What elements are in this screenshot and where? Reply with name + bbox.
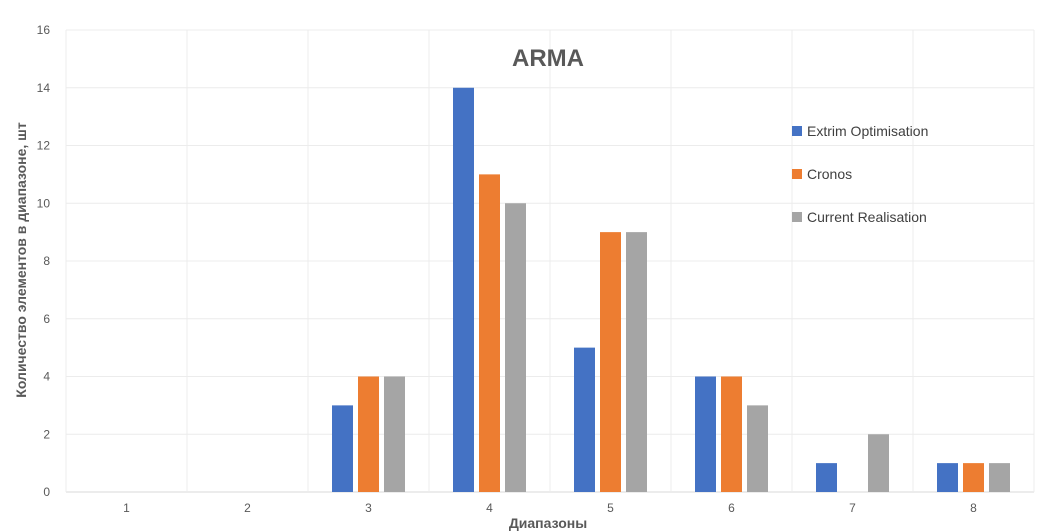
chart-title: ARMA	[512, 45, 584, 72]
bar-cronos	[479, 174, 500, 492]
bar-current-realisation	[505, 203, 526, 492]
bar-current-realisation	[747, 405, 768, 492]
y-tick-label: 6	[43, 312, 50, 326]
bar-current-realisation	[384, 376, 405, 492]
x-tick-label: 6	[728, 501, 735, 515]
x-tick-label: 7	[849, 501, 856, 515]
legend-label: Current Realisation	[807, 209, 927, 225]
x-axis-title: Диапазоны	[509, 515, 587, 531]
legend-swatch	[792, 169, 802, 179]
legend-swatch	[792, 212, 802, 222]
y-tick-label: 2	[43, 427, 50, 441]
y-tick-label: 14	[37, 81, 51, 95]
gridlines	[65, 29, 1035, 493]
legend-label: Cronos	[807, 166, 852, 182]
bar-extrim-optimisation	[695, 376, 716, 492]
bar-current-realisation	[626, 232, 647, 492]
legend: Extrim Optimisation Cronos Current Realisa…	[792, 123, 928, 225]
bar-extrim-optimisation	[332, 405, 353, 492]
y-tick-label: 4	[43, 370, 50, 384]
bar-extrim-optimisation	[816, 463, 837, 492]
bar-cronos	[358, 376, 379, 492]
y-tick-label: 16	[37, 23, 51, 37]
bar-cronos	[600, 232, 621, 492]
bar-cronos	[721, 376, 742, 492]
legend-label: Extrim Optimisation	[807, 123, 928, 139]
x-tick-label: 1	[123, 501, 130, 515]
bar-extrim-optimisation	[937, 463, 958, 492]
y-tick-label: 8	[43, 254, 50, 268]
bar-cronos	[963, 463, 984, 492]
x-tick-label: 4	[486, 501, 493, 515]
y-tick-label: 12	[37, 139, 51, 153]
bar-extrim-optimisation	[574, 347, 595, 492]
x-tick-label: 2	[244, 501, 251, 515]
bar-extrim-optimisation	[453, 87, 474, 492]
bar-current-realisation	[989, 463, 1010, 492]
legend-swatch	[792, 126, 802, 136]
y-axis-title: Количество элементов в диапазоне, шт	[13, 122, 29, 398]
x-tick-label: 3	[365, 501, 372, 515]
x-tick-label: 8	[970, 501, 977, 515]
bar-current-realisation	[868, 434, 889, 492]
bars	[332, 87, 1010, 492]
y-tick-label: 10	[37, 196, 51, 210]
x-tick-label: 5	[607, 501, 614, 515]
y-tick-label: 0	[43, 485, 50, 499]
